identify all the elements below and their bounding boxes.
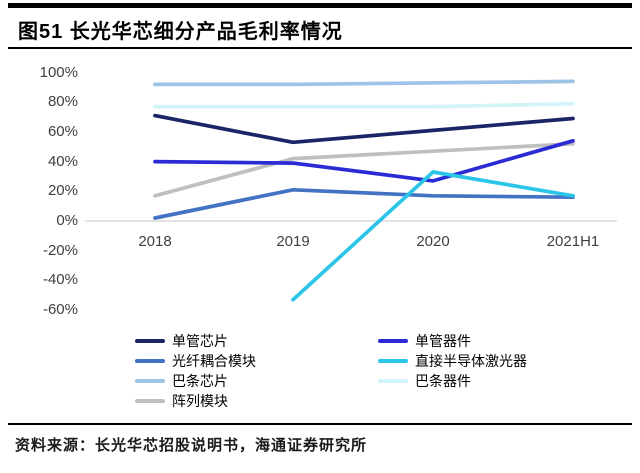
chart-legend: 单管芯片 光纤耦合模块 巴条芯片 阵列模块 单管器件 直接半导体激光器 巴条器件 [135, 333, 527, 413]
y-axis-tick-label: 0% [56, 212, 78, 229]
legend-item-直接半导体激光器: 直接半导体激光器 [378, 353, 527, 369]
y-axis-tick-label: -20% [42, 241, 78, 259]
y-axis-tick-label: 20% [47, 182, 78, 200]
title-divider [8, 47, 632, 49]
legend-label: 光纤耦合模块 [172, 353, 256, 369]
x-axis-tick-label: 2018 [138, 233, 172, 250]
series-line-单管芯片 [153, 113, 575, 145]
legend-swatch [378, 379, 408, 383]
legend-item-光纤耦合模块: 光纤耦合模块 [135, 353, 378, 369]
x-axis-tick-label: 2019 [276, 233, 310, 250]
page-title: 图51 长光华芯细分产品毛利率情况 [18, 21, 343, 43]
legend-item-巴条芯片: 巴条芯片 [135, 373, 378, 389]
top-divider [8, 3, 632, 8]
legend-label: 阵列模块 [172, 393, 228, 409]
x-axis-tick-label: 2021H1 [546, 233, 600, 250]
legend-label: 直接半导体激光器 [415, 353, 527, 369]
legend-swatch [378, 359, 408, 363]
series-line-光纤耦合模块 [153, 187, 575, 220]
series-line-巴条芯片 [153, 79, 575, 87]
series-line-阵列模块 [153, 141, 575, 198]
legend-column: 单管芯片光纤耦合模块 巴条芯片阵列模块 [135, 333, 378, 413]
y-axis-tick-label: 100% [39, 63, 78, 81]
series-line-巴条器件 [153, 101, 575, 109]
legend-swatch [135, 339, 165, 343]
legend-item-单管器件: 单管器件 [378, 333, 527, 349]
legend-swatch [378, 339, 408, 343]
y-axis-tick-label: -40% [42, 271, 78, 289]
series-line-直接半导体激光器 [291, 170, 575, 302]
legend-label: 巴条芯片 [172, 373, 228, 389]
legend-label: 单管芯片 [172, 333, 228, 349]
legend-swatch [135, 379, 165, 383]
series-line-单管器件 [153, 138, 575, 183]
y-axis-tick-label: 80% [47, 93, 78, 111]
source-note: 资料来源：长光华芯招股说明书，海通证券研究所 [15, 438, 368, 454]
legend-column: 单管器件直接半导体激光器 巴条器件 [378, 333, 527, 413]
legend-swatch [135, 399, 165, 403]
legend-item-阵列模块: 阵列模块 [135, 393, 378, 409]
y-axis-tick-label: 60% [47, 122, 78, 140]
legend-label: 单管器件 [415, 333, 471, 349]
x-axis-tick-label: 2020 [416, 233, 450, 250]
legend-item-巴条器件: 巴条器件 [378, 373, 527, 389]
bottom-divider [8, 423, 632, 425]
legend-item-单管芯片: 单管芯片 [135, 333, 378, 349]
y-axis-tick-label: -60% [42, 301, 78, 319]
legend-swatch [135, 359, 165, 363]
legend-label: 巴条器件 [415, 373, 471, 389]
y-axis-tick-label: 40% [47, 152, 78, 170]
